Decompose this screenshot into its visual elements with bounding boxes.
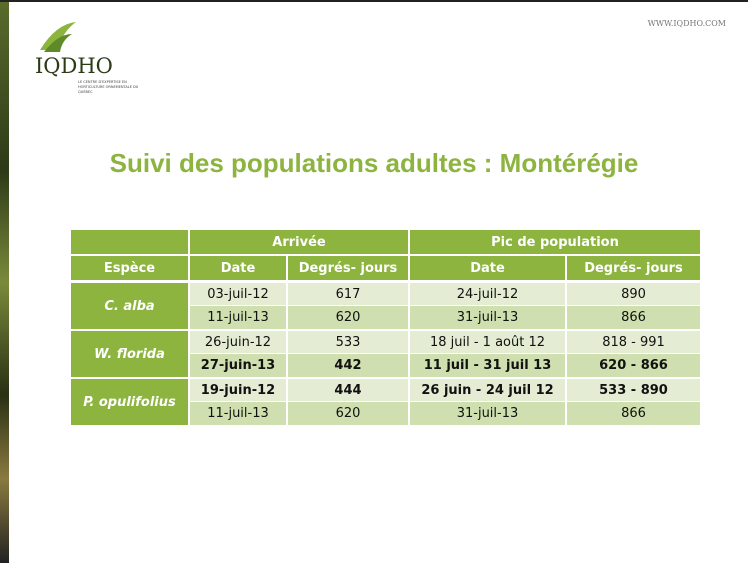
data-cell: 18 juil - 1 août 12 [410, 331, 565, 354]
table-corner [71, 230, 188, 254]
data-cell: 866 [567, 306, 700, 329]
data-cell: 620 [288, 402, 408, 425]
decorative-strip [0, 2, 9, 563]
species-cell: P. opulifolius [71, 379, 188, 425]
data-cell: 27-juin-13 [190, 354, 286, 377]
data-cell: 31-juil-13 [410, 402, 565, 425]
data-cell: 03-juil-12 [190, 283, 286, 306]
column-header: Date [410, 256, 565, 280]
group-header: Pic de population [410, 230, 700, 254]
logo-leaf [40, 22, 76, 52]
data-cell: 11 juil - 31 juil 13 [410, 354, 565, 377]
logo-text: IQDHO [35, 54, 113, 78]
data-cell: 442 [288, 354, 408, 377]
slide-title: Suivi des populations adultes : Montérég… [109, 148, 639, 178]
column-header: Degrés- jours [567, 256, 700, 280]
data-cell: 890 [567, 283, 700, 306]
data-cell: 26 juin - 24 juil 12 [410, 379, 565, 402]
group-header: Arrivée [190, 230, 408, 254]
data-cell: 24-juil-12 [410, 283, 565, 306]
data-cell: 26-juin-12 [190, 331, 286, 354]
data-cell: 533 [288, 331, 408, 354]
site-url: WWW.IQDHO.COM [647, 19, 726, 28]
column-header: Espèce [71, 256, 188, 280]
data-cell: 444 [288, 379, 408, 402]
data-cell: 620 [288, 306, 408, 329]
data-cell: 818 - 991 [567, 331, 700, 354]
data-cell: 533 - 890 [567, 379, 700, 402]
data-cell: 11-juil-13 [190, 402, 286, 425]
data-cell: 31-juil-13 [410, 306, 565, 329]
column-header: Date [190, 256, 286, 280]
species-cell: W. florida [71, 331, 188, 377]
column-header: Degrés- jours [288, 256, 408, 280]
data-cell: 620 - 866 [567, 354, 700, 377]
logo-subtitle: LE CENTRE D'EXPERTISE EN HORTICULTURE OR… [78, 80, 139, 94]
data-cell: 11-juil-13 [190, 306, 286, 329]
species-cell: C. alba [71, 283, 188, 329]
data-cell: 866 [567, 402, 700, 425]
data-cell: 617 [288, 283, 408, 306]
data-cell: 19-juin-12 [190, 379, 286, 402]
